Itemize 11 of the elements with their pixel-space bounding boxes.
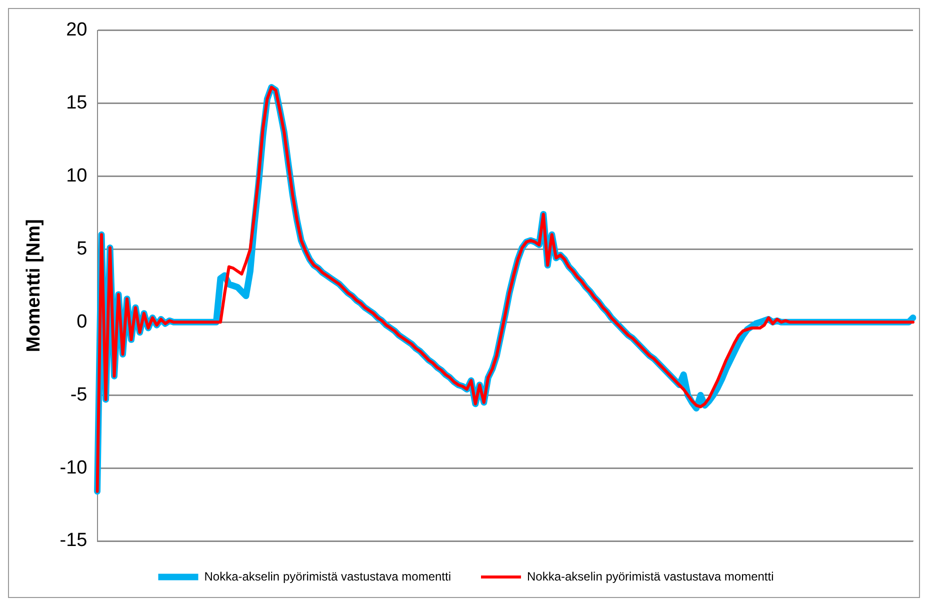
y-axis-title: Momentti [Nm] <box>24 219 45 352</box>
y-tick-label: -10 <box>60 457 88 478</box>
y-tick-label: 10 <box>66 166 88 187</box>
legend-label: Nokka-akselin pyörimistä vastustava momentti <box>204 569 452 584</box>
y-tick-label: 5 <box>76 238 88 260</box>
y-tick-label: -5 <box>70 384 88 406</box>
legend-label: Nokka-akselin pyörimistä vastustava momentti <box>527 569 774 584</box>
y-tick-label: 0 <box>76 311 88 332</box>
y-tick-label: -15 <box>60 530 88 552</box>
y-tick-label: 15 <box>66 92 88 114</box>
y-tick-label: 20 <box>66 20 88 41</box>
